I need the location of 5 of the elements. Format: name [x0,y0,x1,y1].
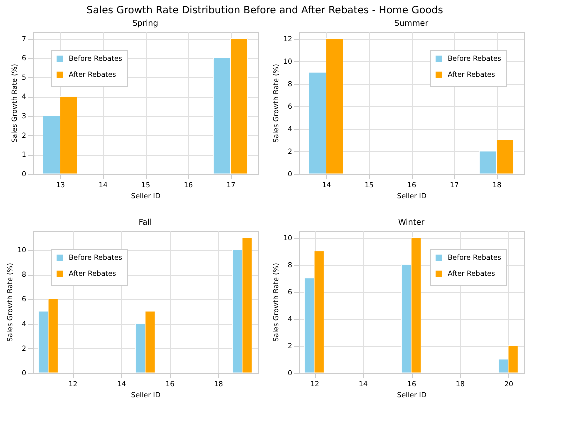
chart-title: Winter [398,218,426,227]
chart-title: Summer [394,19,430,28]
chart-title: Fall [138,218,152,227]
text: Sales Growth Rate Distribution Before and After Rebates - Home Goods [86,6,444,16]
chart-title: Spring [132,19,158,28]
